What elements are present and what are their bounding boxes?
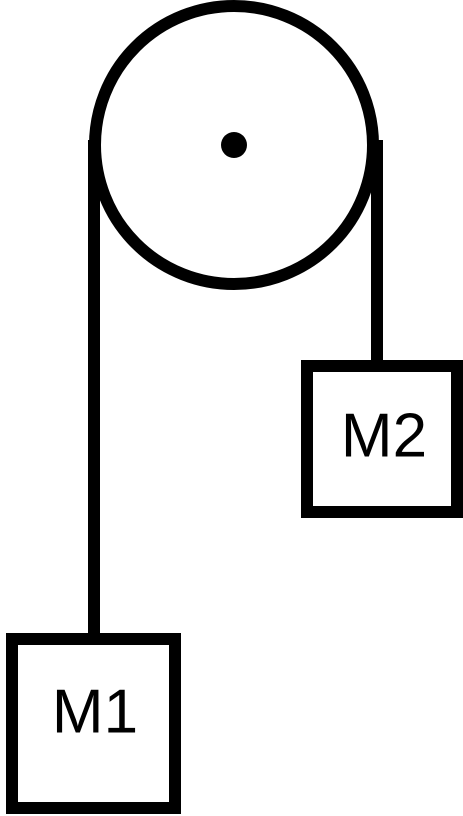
mass-m1-label: M1 xyxy=(52,677,138,746)
mass-m2-label: M2 xyxy=(341,401,427,470)
mass-m1-box xyxy=(6,633,181,814)
pulley-wheel xyxy=(89,0,379,290)
mass-m1: M1 xyxy=(6,633,181,814)
pulley-axle xyxy=(221,132,247,158)
mass-m2-box xyxy=(301,360,463,518)
mass-m2: M2 xyxy=(301,360,463,518)
